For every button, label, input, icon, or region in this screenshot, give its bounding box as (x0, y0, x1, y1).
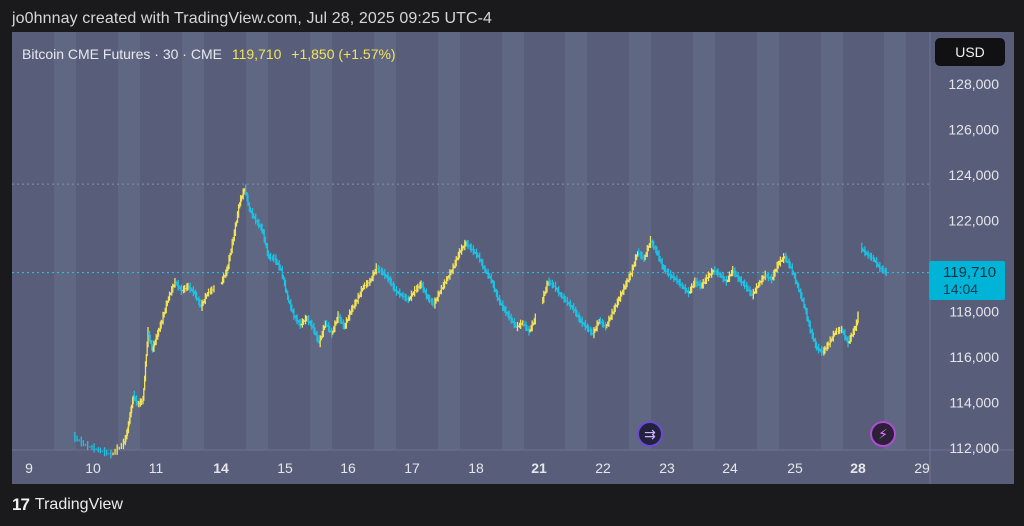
legend-change: +1,850 (+1.57%) (291, 46, 396, 62)
x-tick-label: 9 (25, 460, 33, 476)
split-glyph: ⇉ (644, 425, 656, 442)
event-marker-dividend-icon[interactable]: ⚡ (870, 421, 896, 447)
y-tick-label: 126,000 (948, 122, 999, 138)
x-tick-label: 18 (468, 460, 484, 476)
session-band (757, 32, 779, 450)
x-tick-label: 25 (787, 460, 803, 476)
lightning-glyph: ⚡ (878, 425, 888, 442)
x-tick-label: 17 (404, 460, 420, 476)
x-tick-label: 11 (149, 460, 164, 476)
chart-attribution: jo0hnnay created with TradingView.com, J… (12, 10, 493, 27)
x-tick-label: 16 (340, 460, 356, 476)
y-tick-label: 122,000 (948, 213, 999, 229)
y-tick-label: 116,000 (949, 349, 999, 365)
session-band (502, 32, 524, 450)
session-band (182, 32, 204, 450)
x-tick-label: 23 (659, 460, 675, 476)
currency-button[interactable]: USD (935, 38, 1005, 66)
tradingview-logo-icon: 17 (12, 495, 30, 514)
x-tick-label: 29 (914, 460, 930, 476)
y-tick-label: 114,000 (949, 395, 999, 411)
session-band (54, 32, 76, 450)
x-tick-label: 14 (213, 460, 229, 476)
x-tick-label: 24 (722, 460, 738, 476)
y-tick-label: 118,000 (949, 304, 999, 320)
legend-symbol: Bitcoin CME Futures · 30 · CME (22, 46, 222, 62)
bar-countdown: 14:04 (943, 281, 979, 297)
session-band (884, 32, 906, 450)
session-band (118, 32, 140, 450)
chart-pane[interactable]: 112,000114,000116,000118,000120,000122,0… (12, 32, 1014, 484)
session-band (310, 32, 332, 450)
x-tick-label: 28 (850, 460, 866, 476)
x-tick-label: 15 (277, 460, 293, 476)
footer-branding: 17 TradingView (12, 495, 123, 515)
event-marker-split-icon[interactable]: ⇉ (637, 421, 663, 447)
session-band (438, 32, 460, 450)
session-band (821, 32, 843, 450)
session-band (374, 32, 396, 450)
last-price-value: 119,710 (943, 264, 997, 281)
session-band (246, 32, 268, 450)
price-chart[interactable]: 112,000114,000116,000118,000120,000122,0… (12, 32, 1014, 484)
last-price-label: 119,710 14:04 (929, 261, 1005, 300)
legend-price: 119,710 (231, 46, 282, 62)
x-tick-label: 22 (595, 460, 611, 476)
x-tick-label: 10 (85, 460, 101, 476)
y-tick-label: 124,000 (948, 167, 999, 183)
chart-legend: Bitcoin CME Futures · 30 · CME 119,710 +… (22, 46, 396, 62)
footer-brand-name: TradingView (34, 496, 123, 513)
y-tick-label: 128,000 (948, 76, 999, 92)
session-band (629, 32, 651, 450)
session-band (693, 32, 715, 450)
y-tick-label: 112,000 (949, 440, 999, 456)
x-tick-label: 21 (531, 460, 547, 476)
session-band (565, 32, 587, 450)
